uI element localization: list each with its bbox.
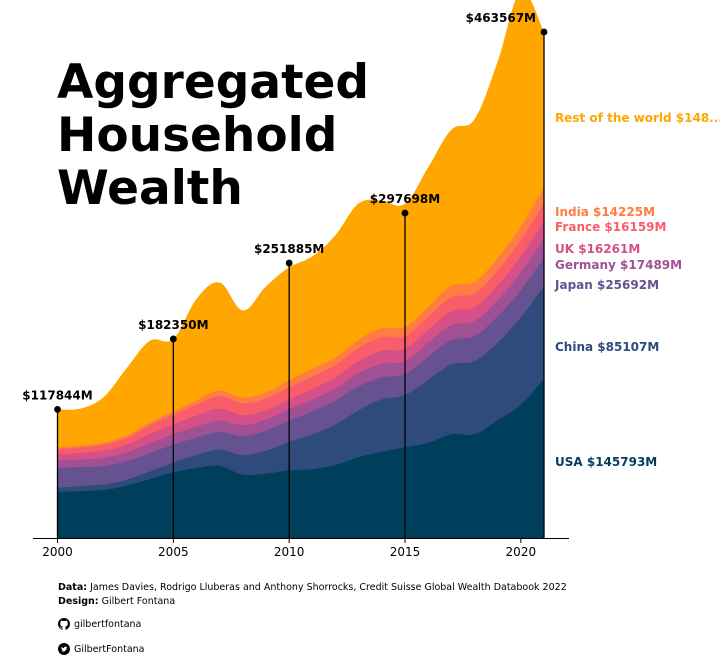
annotation-label-2015: $297698M	[370, 192, 440, 206]
annotation-dot-2015	[401, 209, 409, 217]
series-label-rest-of-the-world: Rest of the world $148...	[555, 111, 720, 125]
twitter-icon	[58, 643, 70, 655]
twitter-link[interactable]: GilbertFontana	[58, 643, 145, 655]
x-tick-label-2020: 2020	[506, 545, 537, 559]
design-label: Design:	[58, 596, 99, 607]
data-source-text: James Davies, Rodrigo Lluberas and Antho…	[90, 582, 567, 593]
annotation-dot-2000	[54, 405, 61, 413]
x-tick-label-2005: 2005	[158, 545, 189, 559]
annotation-dot-2005	[169, 335, 177, 343]
annotation-dot-2010	[285, 259, 293, 267]
design-credit: Design: Gilbert Fontana	[58, 596, 175, 607]
github-link[interactable]: gilbertfontana	[58, 618, 141, 630]
chart-title: Aggregated Household Wealth	[57, 56, 369, 215]
series-label-japan: Japan $25692M	[554, 278, 659, 292]
twitter-handle: GilbertFontana	[74, 643, 145, 655]
x-tick-label-2000: 2000	[42, 545, 73, 559]
annotation-dot-2021	[540, 28, 548, 36]
data-source-credit: Data: James Davies, Rodrigo Lluberas and…	[58, 582, 567, 593]
series-label-uk: UK $16261M	[555, 242, 640, 256]
annotation-label-2010: $251885M	[254, 242, 324, 256]
x-tick-label-2010: 2010	[274, 545, 305, 559]
data-source-label: Data:	[58, 582, 88, 593]
github-handle: gilbertfontana	[74, 618, 142, 630]
series-label-usa: USA $145793M	[555, 455, 657, 469]
chart-title-line-3: Wealth	[57, 161, 243, 216]
x-tick-label-2015: 2015	[390, 545, 421, 559]
series-label-germany: Germany $17489M	[555, 258, 682, 272]
annotation-label-2021: $463567M	[466, 11, 536, 25]
github-icon	[58, 618, 70, 630]
annotation-label-2005: $182350M	[138, 318, 208, 332]
area-usa	[57, 378, 544, 538]
series-label-india: India $14225M	[555, 205, 655, 219]
design-text: Gilbert Fontana	[101, 596, 176, 607]
chart-title-line-2: Household	[57, 108, 338, 163]
series-label-france: France $16159M	[555, 220, 666, 234]
series-label-china: China $85107M	[555, 340, 659, 354]
annotation-label-2000: $117844M	[22, 388, 92, 402]
chart-title-line-1: Aggregated	[57, 55, 370, 110]
